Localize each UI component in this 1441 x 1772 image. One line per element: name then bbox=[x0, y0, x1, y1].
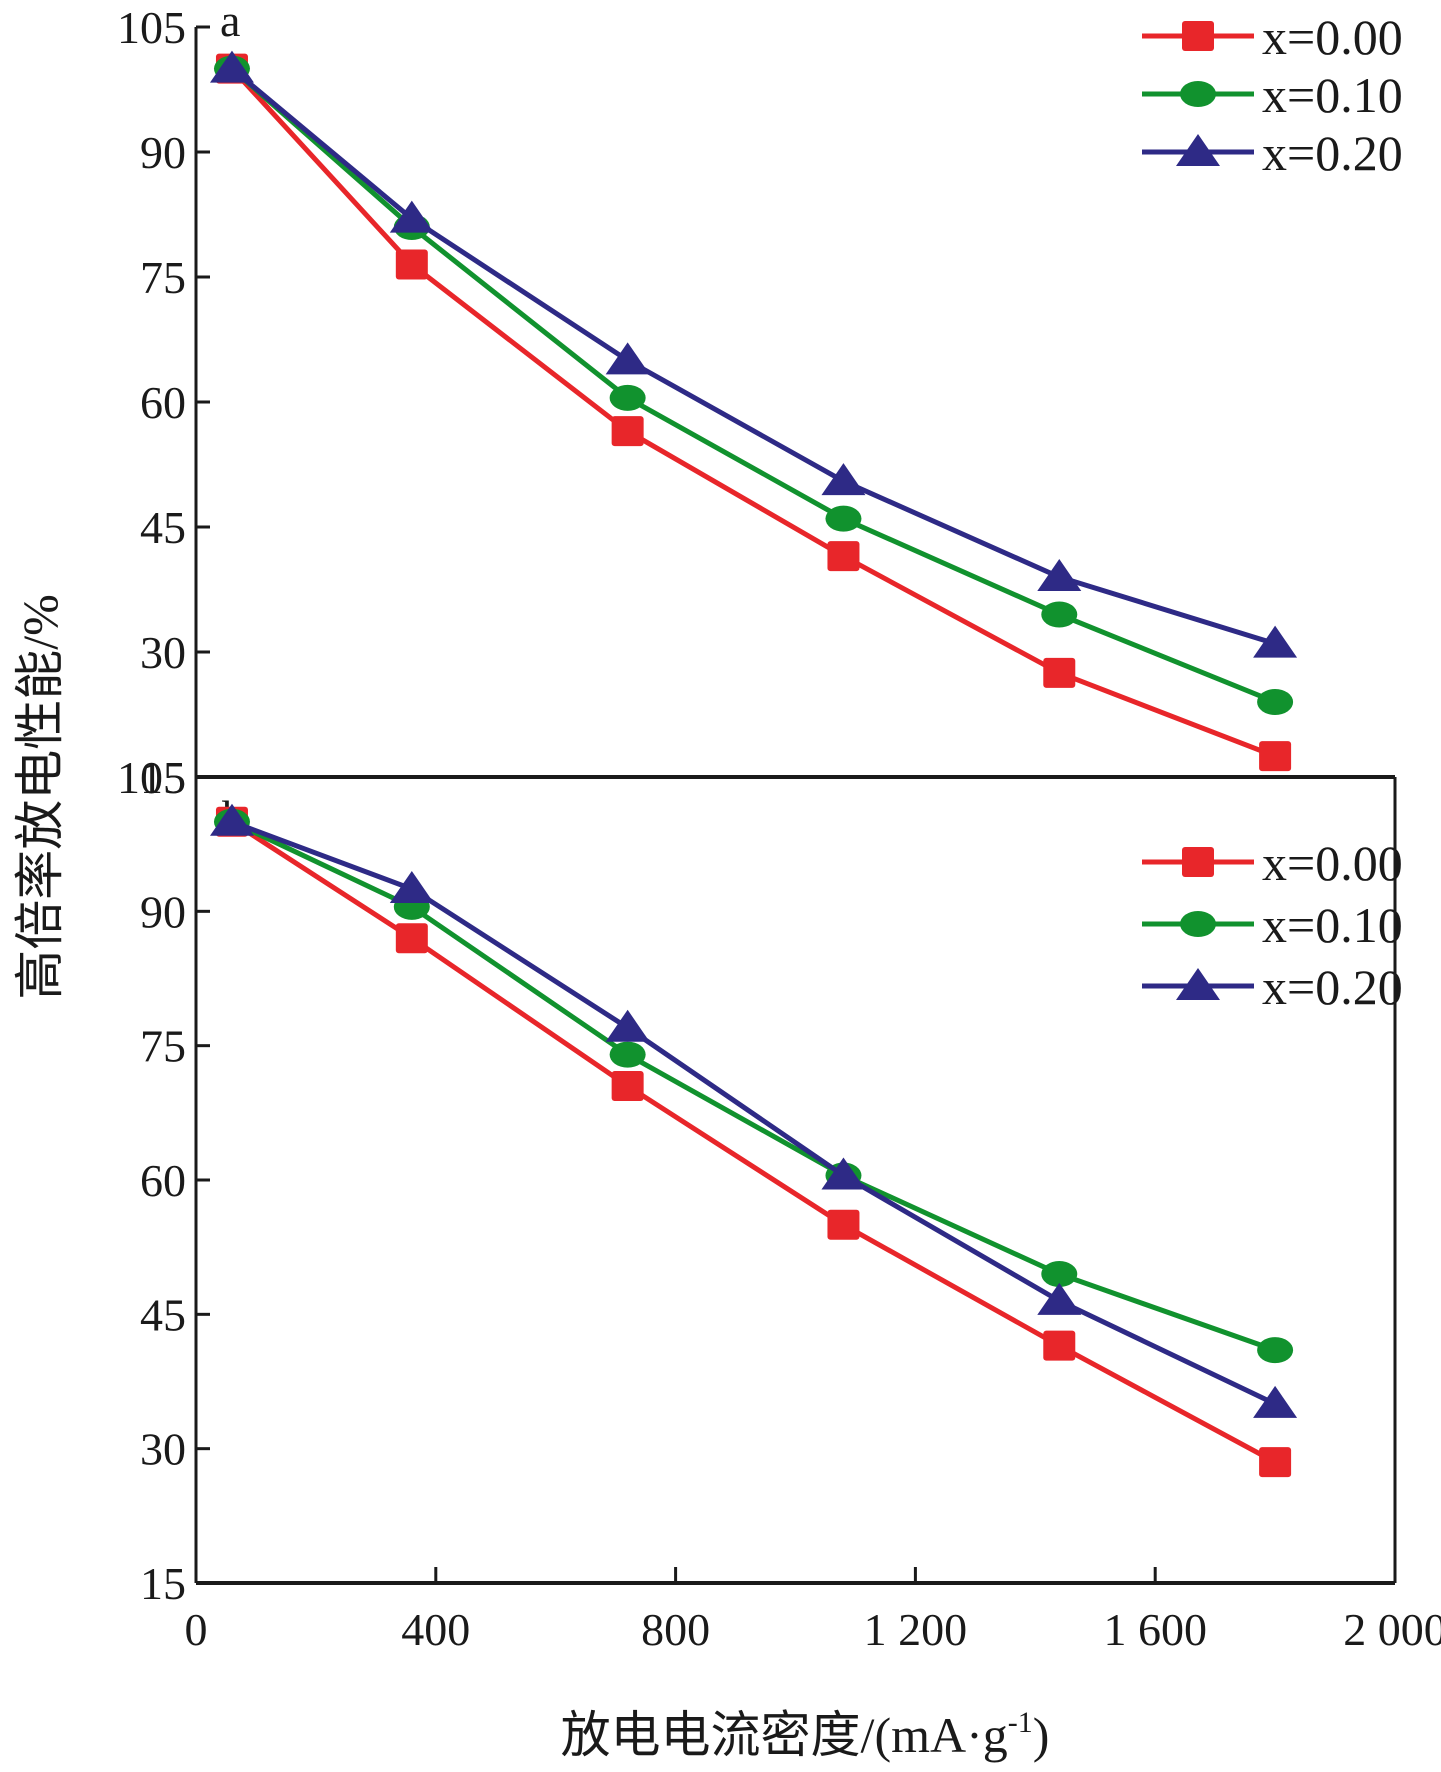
data-point bbox=[821, 1157, 866, 1190]
data-point bbox=[609, 1041, 646, 1068]
data-point bbox=[827, 541, 860, 572]
x-tick-label: 1 200 bbox=[864, 1604, 968, 1655]
data-point bbox=[1043, 657, 1076, 688]
legend-label: x=0.00 bbox=[1262, 835, 1403, 891]
data-point bbox=[1041, 1261, 1078, 1288]
data-point bbox=[209, 803, 254, 836]
x-tick-label: 800 bbox=[641, 1604, 710, 1655]
data-point bbox=[389, 200, 434, 233]
series-line-1 bbox=[230, 66, 1277, 705]
legend-label: x=0.20 bbox=[1262, 959, 1403, 1015]
series-line-2 bbox=[230, 66, 1276, 647]
x-tick-label: 2 000 bbox=[1343, 1604, 1441, 1655]
data-point bbox=[1259, 741, 1292, 772]
series-line-0 bbox=[230, 66, 1277, 759]
data-point bbox=[825, 505, 862, 532]
y-tick-label: 105 bbox=[117, 2, 186, 53]
legend-marker bbox=[1180, 81, 1216, 107]
data-point bbox=[209, 50, 254, 83]
data-point bbox=[1037, 1282, 1082, 1315]
y-tick-label: 90 bbox=[140, 886, 186, 937]
y-tick-label: 15 bbox=[140, 1558, 186, 1609]
legend-label: x=0.00 bbox=[1262, 9, 1403, 65]
legend-marker bbox=[1180, 911, 1216, 937]
y-tick-label: 45 bbox=[140, 1289, 186, 1340]
y-tick-label: 15 bbox=[140, 752, 186, 803]
data-point bbox=[605, 342, 650, 375]
y-tick-label: 75 bbox=[140, 252, 186, 303]
x-axis-title-end: ) bbox=[1033, 1707, 1050, 1763]
data-point bbox=[611, 1070, 644, 1101]
legend-label: x=0.20 bbox=[1262, 125, 1403, 181]
y-tick-label: 90 bbox=[140, 127, 186, 178]
data-point bbox=[1253, 1385, 1298, 1418]
y-tick-label: 105 bbox=[117, 752, 186, 803]
panel-label: a bbox=[220, 0, 240, 46]
y-tick-label: 60 bbox=[140, 1155, 186, 1206]
x-axis-title-main: 放电电流密度/(mA·g bbox=[561, 1707, 1008, 1763]
data-point bbox=[609, 384, 646, 411]
legend-marker bbox=[1176, 134, 1220, 166]
data-point bbox=[605, 1009, 650, 1042]
series-line-1 bbox=[230, 819, 1276, 1353]
legend-marker bbox=[1182, 847, 1214, 877]
x-tick-label: 1 600 bbox=[1103, 1604, 1207, 1655]
legend-marker bbox=[1182, 21, 1214, 51]
data-point bbox=[1259, 1447, 1292, 1478]
panel-a: 15 30 45 60 75 90 105 a x=0.00x=0.10x=0.20 bbox=[117, 0, 1403, 803]
data-point bbox=[395, 923, 428, 954]
data-point bbox=[1041, 601, 1078, 628]
x-tick-label: 400 bbox=[401, 1604, 470, 1655]
y-tick-label: 30 bbox=[140, 627, 186, 678]
data-point bbox=[1253, 625, 1298, 658]
y-axis-title: 高倍率放电性能/% bbox=[12, 594, 68, 1000]
data-point bbox=[1037, 559, 1082, 591]
y-tick-label: 45 bbox=[140, 502, 186, 553]
y-tick-label: 30 bbox=[140, 1424, 186, 1475]
x-axis-title-superscript: -1 bbox=[1008, 1706, 1033, 1739]
data-point bbox=[611, 416, 644, 447]
data-point bbox=[1257, 689, 1294, 715]
y-tick-label: 75 bbox=[140, 1021, 186, 1072]
legend-label: x=0.10 bbox=[1262, 897, 1403, 953]
series-line-0 bbox=[230, 819, 1277, 1465]
data-point bbox=[827, 1209, 860, 1240]
data-point bbox=[1043, 1330, 1076, 1361]
data-point bbox=[821, 463, 866, 496]
x-axis-title: 放电电流密度/(mA·g-1) bbox=[561, 1706, 1050, 1763]
data-point bbox=[389, 870, 434, 903]
legend-marker bbox=[1176, 968, 1220, 1000]
y-tick-label: 60 bbox=[140, 377, 186, 428]
x-tick-label: 0 bbox=[185, 1604, 208, 1655]
data-point bbox=[1257, 1337, 1294, 1364]
series-line-2 bbox=[231, 819, 1277, 1407]
data-point bbox=[395, 249, 428, 280]
legend-label: x=0.10 bbox=[1262, 67, 1403, 123]
